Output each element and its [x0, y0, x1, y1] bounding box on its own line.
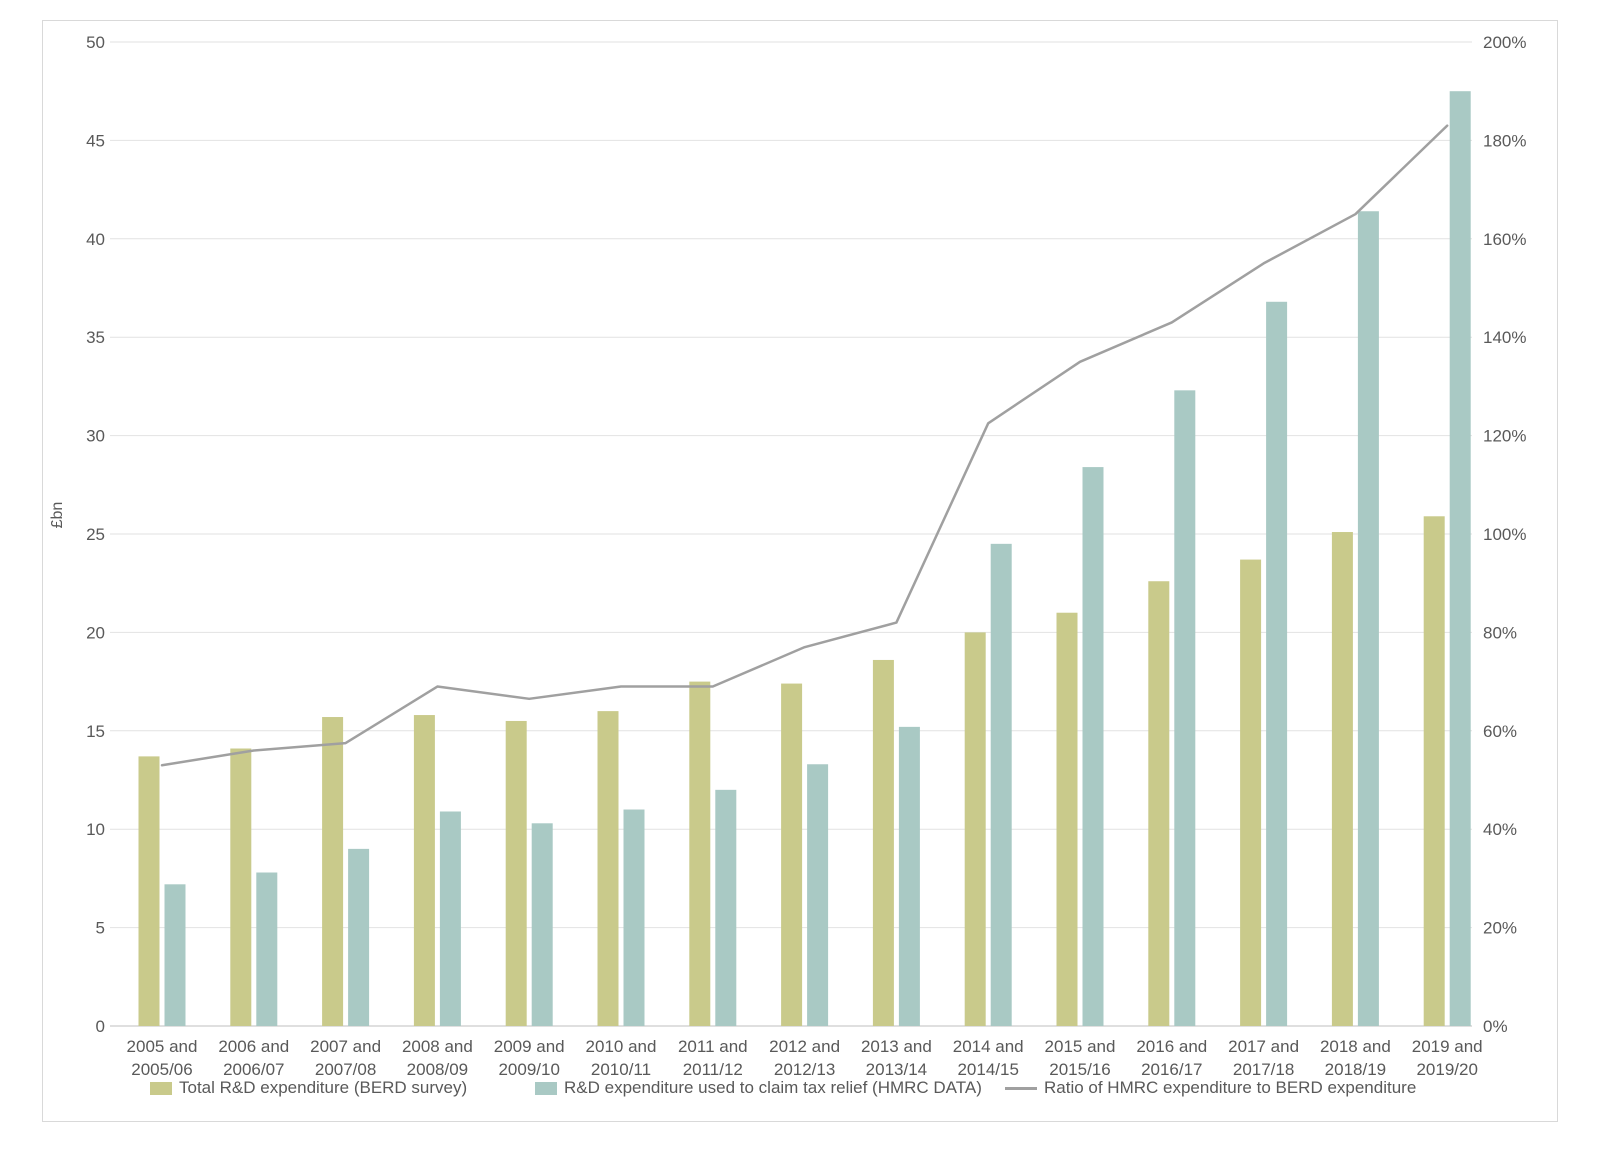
y-axis-tick-left: 15: [86, 722, 105, 741]
bar-berd: [1423, 516, 1445, 1026]
ratio-line: [160, 124, 1449, 767]
bar-hmrc: [439, 811, 461, 1026]
legend: Total R&D expenditure (BERD survey) R&D …: [0, 1076, 1600, 1100]
x-axis-tick-line2: 2010/11: [591, 1060, 651, 1079]
y-axis-tick-left: 40: [86, 230, 105, 249]
bar-hmrc: [164, 884, 186, 1026]
bar-berd: [230, 748, 252, 1026]
x-axis-tick-line2: 2014/15: [957, 1060, 1018, 1079]
bar-berd: [138, 756, 160, 1026]
y-axis-tick-right: 40%: [1483, 820, 1517, 839]
x-axis-tick-line1: 2018 and: [1320, 1037, 1391, 1056]
y-axis-tick-left: 10: [86, 820, 105, 839]
bar-hmrc: [1174, 390, 1196, 1026]
bar-hmrc: [1449, 91, 1471, 1026]
x-axis-tick-line2: 2009/10: [498, 1060, 559, 1079]
bar-berd: [964, 632, 986, 1026]
legend-item-berd: Total R&D expenditure (BERD survey): [150, 1076, 467, 1100]
y-axis-tick-right: 80%: [1483, 623, 1517, 642]
y-axis-tick-left: 5: [96, 919, 105, 938]
y-axis-tick-left: 50: [86, 33, 105, 52]
hmrc-bar-swatch: [535, 1081, 557, 1095]
x-axis-tick-line1: 2015 and: [1045, 1037, 1116, 1056]
x-axis-tick-line2: 2006/07: [223, 1060, 284, 1079]
y-axis-tick-right: 180%: [1483, 131, 1526, 150]
berd-bar-swatch: [150, 1081, 172, 1095]
x-axis-tick-line1: 2019 and: [1412, 1037, 1483, 1056]
bar-berd: [1331, 532, 1353, 1026]
x-axis-tick-line1: 2006 and: [218, 1037, 289, 1056]
legend-label-hmrc: R&D expenditure used to claim tax relief…: [564, 1078, 982, 1097]
x-axis-tick-line2: 2007/08: [315, 1060, 376, 1079]
legend-label-berd: Total R&D expenditure (BERD survey): [179, 1078, 468, 1097]
bar-berd: [1056, 612, 1078, 1026]
bar-hmrc: [807, 764, 829, 1026]
y-axis-tick-left: 20: [86, 623, 105, 642]
bar-hmrc: [1357, 211, 1379, 1027]
x-axis-tick-line1: 2012 and: [769, 1037, 840, 1056]
bar-hmrc: [1082, 467, 1104, 1026]
y-axis-tick-right: 160%: [1483, 230, 1526, 249]
x-axis-tick-line1: 2013 and: [861, 1037, 932, 1056]
bar-hmrc: [623, 809, 645, 1026]
legend-label-ratio: Ratio of HMRC expenditure to BERD expend…: [1044, 1078, 1417, 1097]
x-axis-tick-line2: 2013/14: [866, 1060, 927, 1079]
y-axis-tick-right: 60%: [1483, 722, 1517, 741]
x-axis-tick-line1: 2010 and: [586, 1037, 657, 1056]
y-axis-tick-left: 45: [86, 131, 105, 150]
x-axis-tick-line1: 2014 and: [953, 1037, 1024, 1056]
bar-hmrc: [715, 789, 737, 1026]
bar-berd: [505, 720, 527, 1026]
bar-hmrc: [1266, 301, 1288, 1026]
x-axis-tick-line1: 2017 and: [1228, 1037, 1299, 1056]
y-axis-tick-right: 120%: [1483, 427, 1526, 446]
y-axis-tick-right: 100%: [1483, 525, 1526, 544]
bar-hmrc: [256, 872, 278, 1026]
bar-berd: [689, 681, 711, 1026]
x-axis-tick-line1: 2009 and: [494, 1037, 565, 1056]
bar-hmrc: [531, 823, 553, 1026]
ratio-line-swatch: [1005, 1086, 1037, 1090]
x-axis-tick-line1: 2007 and: [310, 1037, 381, 1056]
bar-berd: [781, 683, 803, 1026]
x-axis-tick-line1: 2011 and: [678, 1037, 748, 1056]
y-axis-tick-right: 20%: [1483, 919, 1517, 938]
bar-berd: [322, 717, 344, 1026]
x-axis-tick-line2: 2008/09: [407, 1060, 468, 1079]
x-axis-tick-line2: 2011/12: [683, 1060, 743, 1079]
x-axis-tick-line2: 2019/20: [1416, 1060, 1477, 1079]
x-axis-tick-line2: 2005/06: [131, 1060, 192, 1079]
bar-berd: [1240, 559, 1262, 1026]
y-axis-title-gbp-bn: £bn: [49, 502, 66, 529]
y-axis-tick-left: 25: [86, 525, 105, 544]
x-axis-tick-line2: 2016/17: [1141, 1060, 1202, 1079]
y-axis-tick-left: 0: [96, 1017, 105, 1036]
legend-item-ratio: Ratio of HMRC expenditure to BERD expend…: [1005, 1076, 1416, 1100]
x-axis-tick-line2: 2018/19: [1325, 1060, 1386, 1079]
bar-hmrc: [990, 543, 1012, 1026]
bar-berd: [1148, 581, 1170, 1026]
y-axis-tick-right: 140%: [1483, 328, 1526, 347]
x-axis-tick-line2: 2017/18: [1233, 1060, 1294, 1079]
x-axis-tick-line2: 2015/16: [1049, 1060, 1110, 1079]
bar-hmrc: [348, 848, 370, 1026]
y-axis-tick-left: 30: [86, 427, 105, 446]
bar-berd: [597, 711, 619, 1026]
x-axis-tick-line1: 2016 and: [1136, 1037, 1207, 1056]
x-axis-tick-line1: 2008 and: [402, 1037, 473, 1056]
y-axis-tick-left: 35: [86, 328, 105, 347]
legend-item-hmrc: R&D expenditure used to claim tax relief…: [535, 1076, 982, 1100]
bar-berd: [413, 715, 435, 1026]
bar-hmrc: [898, 726, 920, 1026]
x-axis-tick-line2: 2012/13: [774, 1060, 835, 1079]
x-axis-tick-line1: 2005 and: [127, 1037, 198, 1056]
y-axis-tick-right: 200%: [1483, 33, 1526, 52]
y-axis-tick-right: 0%: [1483, 1017, 1508, 1036]
bar-berd: [872, 659, 894, 1026]
